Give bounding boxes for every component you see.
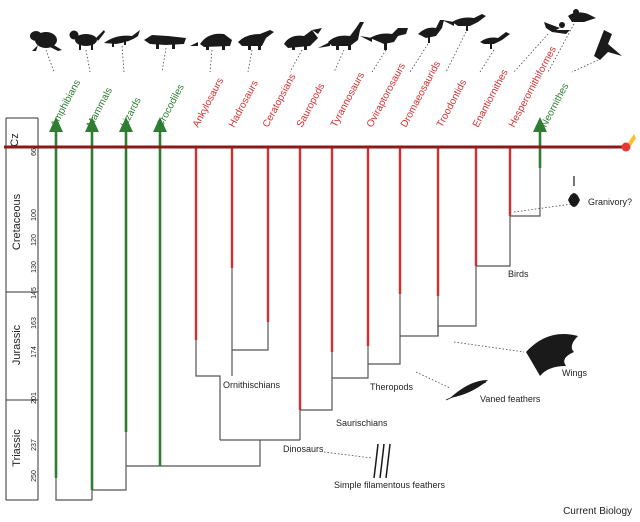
node-labels: Ornithischians Theropods Saurischians Di… <box>223 269 529 454</box>
taxon-label-hadrosaurs: Hadrosaurs <box>227 79 261 130</box>
period-cretaceous: Cretaceous <box>11 193 23 250</box>
tree-internal-branches <box>55 168 541 501</box>
oviraptorosaur-silhouette <box>418 20 444 43</box>
silhouette-connectors <box>45 23 599 73</box>
ankylosaur-silhouette <box>190 33 232 50</box>
arrowhead-amphibians <box>49 117 63 132</box>
arrowhead-lizards <box>119 117 133 132</box>
enantiornithine-silhouette <box>544 22 570 34</box>
crocodile-silhouette <box>144 35 186 49</box>
timescale-tick-label: 237 <box>31 439 38 451</box>
taxon-label-tyrannosaurs: Tyrannosaurs <box>329 71 367 130</box>
journal-credit: Current Biology <box>563 506 632 517</box>
vaned-feathers-label: Vaned feathers <box>480 394 541 404</box>
period-triassic: Triassic <box>11 429 23 467</box>
neornithine-silhouette <box>594 30 622 60</box>
node-label-dinosaurs: Dinosaurs <box>283 444 324 454</box>
arrowhead-neornithes <box>533 117 547 132</box>
timescale-tick-label: 100 <box>31 209 38 221</box>
ceratopsian-silhouette <box>284 28 322 50</box>
dromaeosaur-silhouette <box>442 14 486 31</box>
timescale-tick-label: 66 <box>31 148 38 156</box>
taxon-labels: Amphibians Mammals Lizards Crocodiles An… <box>49 45 571 130</box>
extinct-lineages <box>194 148 512 410</box>
simple-feathers-label: Simple filamentous feathers <box>334 480 446 490</box>
geologic-timescale: Cz Cretaceous Jurassic Triassic 66 100 120… <box>5 117 39 501</box>
arrowhead-mammals <box>85 117 99 132</box>
filament-feather-icon <box>373 443 391 479</box>
wing-icon <box>526 334 578 376</box>
timescale-tick-label: 163 <box>31 317 38 329</box>
timescale-tick-label: 250 <box>31 470 38 482</box>
trait-annotations: Granivory? Wings Vaned feathers Simple f… <box>323 176 632 490</box>
period-jurassic: Jurassic <box>11 324 23 365</box>
asteroid-impact-icon <box>621 134 636 152</box>
mammal-silhouette <box>69 30 105 50</box>
taxon-label-enantiornithes: Enantiornithes <box>471 68 511 130</box>
taxon-label-ankylosaurs: Ankylosaurs <box>191 76 226 129</box>
tyrannosaur-silhouette <box>360 28 408 50</box>
granivory-label: Granivory? <box>588 197 632 207</box>
arrowhead-crocodiles <box>153 117 167 132</box>
silhouettes <box>30 9 622 60</box>
survival-arrowheads <box>49 117 547 132</box>
frog-silhouette <box>30 31 62 51</box>
seed-icon <box>568 176 580 207</box>
timescale-tick-label: 130 <box>31 261 38 273</box>
taxon-label-ceratopsians: Ceratopsians <box>261 72 298 129</box>
troodontid-silhouette <box>480 32 510 49</box>
taxon-label-sauropods: Sauropods <box>295 82 327 130</box>
node-label-ornithischians: Ornithischians <box>223 380 281 390</box>
timescale-ticks: 66 100 120 130 145 163 174 201 237 250 <box>31 148 38 482</box>
phylogenetic-tree <box>49 117 547 501</box>
taxon-label-troodontids: Troodontids <box>435 78 469 129</box>
hadrosaur-silhouette <box>238 30 274 50</box>
timescale-tick-label: 201 <box>31 392 38 404</box>
sauropod-silhouette <box>318 22 364 50</box>
hesperornithiform-silhouette <box>568 9 596 22</box>
lizard-silhouette <box>104 30 140 47</box>
node-label-birds: Birds <box>508 269 529 279</box>
vaned-feather-icon <box>445 380 488 401</box>
period-cz: Cz <box>9 133 21 146</box>
surviving-lineages <box>54 130 542 490</box>
wings-label: Wings <box>562 368 588 378</box>
kpg-boundary <box>4 134 636 152</box>
timescale-tick-label: 120 <box>31 234 38 246</box>
timescale-tick-label: 174 <box>31 346 38 358</box>
node-label-saurischians: Saurischians <box>336 418 388 428</box>
node-label-theropods: Theropods <box>370 382 414 392</box>
timescale-tick-label: 145 <box>31 287 38 299</box>
taxon-label-neornithes: Neornithes <box>539 82 571 130</box>
